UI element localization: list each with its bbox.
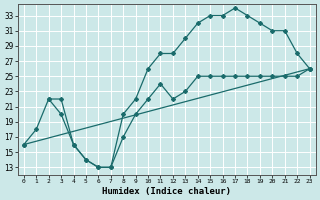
X-axis label: Humidex (Indice chaleur): Humidex (Indice chaleur)	[102, 187, 231, 196]
